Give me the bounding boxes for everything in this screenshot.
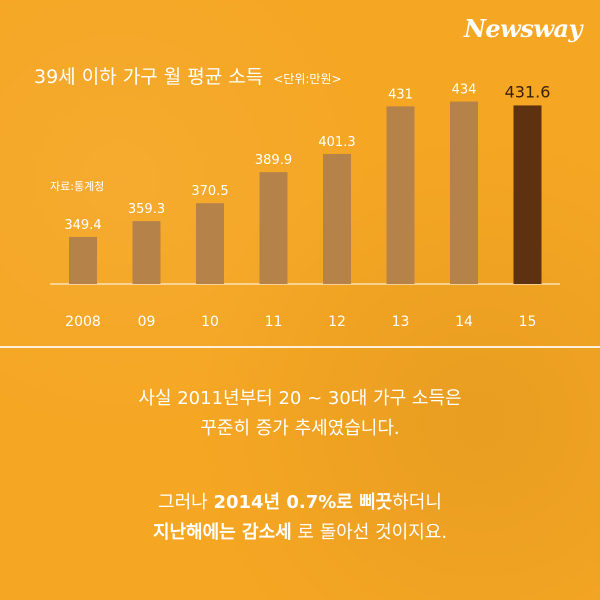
bar-15 <box>513 105 542 284</box>
caption-text: 하더니 <box>392 492 442 513</box>
chart-title-text: 39세 이하 가구 월 평균 소득 <box>34 66 264 88</box>
chart-unit: <단위:만원> <box>273 72 342 86</box>
x-tick-label: 13 <box>392 314 410 330</box>
bar-11 <box>259 172 288 284</box>
bar-value-label: 401.3 <box>318 135 355 150</box>
caption-line-4: 지난해에는 감소세 로 돌아선 것이지요. <box>0 518 600 548</box>
divider-line <box>0 346 600 348</box>
caption-line-3: 그러나 2014년 0.7%로 삐끗하더니 <box>0 488 600 518</box>
bar-value-label: 349.4 <box>64 218 101 233</box>
bar-value-label: 431 <box>388 87 413 102</box>
caption-text: 로 돌아선 것이지요. <box>291 522 448 543</box>
bar-value-label: 359.3 <box>128 202 165 217</box>
bar-13 <box>386 106 415 285</box>
chart-title: 39세 이하 가구 월 평균 소득 <단위:만원> <box>34 62 342 89</box>
caption-line-1: 사실 2011년부터 20 ~ 30대 가구 소득은 <box>138 388 462 409</box>
x-tick-label: 15 <box>519 314 537 330</box>
x-tick-label: 2008 <box>65 314 101 330</box>
x-tick-label: 11 <box>265 314 283 330</box>
bar-2008 <box>69 236 97 284</box>
x-tick-label: 14 <box>455 314 473 330</box>
bar-value-label: 370.5 <box>191 184 228 199</box>
x-tick-label: 12 <box>328 314 346 330</box>
bar-12 <box>323 153 351 284</box>
bar-value-label: 431.6 <box>505 82 551 101</box>
x-tick-label: 09 <box>138 314 156 330</box>
bar-value-label: 389.9 <box>255 153 292 168</box>
caption-text: 그러나 <box>158 492 214 513</box>
bar-10 <box>196 203 224 284</box>
bar-value-label: 434 <box>452 83 477 98</box>
caption-paragraph-1: 사실 2011년부터 20 ~ 30대 가구 소득은 꾸준히 증가 추세였습니다… <box>0 384 600 444</box>
bar-09 <box>132 221 161 284</box>
bar-14 <box>450 101 478 284</box>
income-bar-chart: 349.4 2008 359.3 09 370.5 10 389.9 11 401.3 12 431… <box>50 82 560 330</box>
caption-emphasis: 지난해에는 감소세 <box>152 522 292 543</box>
newsway-logo: Newsway <box>463 14 583 43</box>
caption-emphasis: 2014년 0.7%로 삐끗 <box>213 492 393 513</box>
caption-line-2: 꾸준히 증가 추세였습니다. <box>200 418 400 439</box>
data-source: 자료:통계청 <box>50 180 105 193</box>
x-tick-label: 10 <box>201 314 219 330</box>
caption-paragraph-2: 그러나 2014년 0.7%로 삐끗하더니 지난해에는 감소세 로 돌아선 것이… <box>0 488 600 548</box>
